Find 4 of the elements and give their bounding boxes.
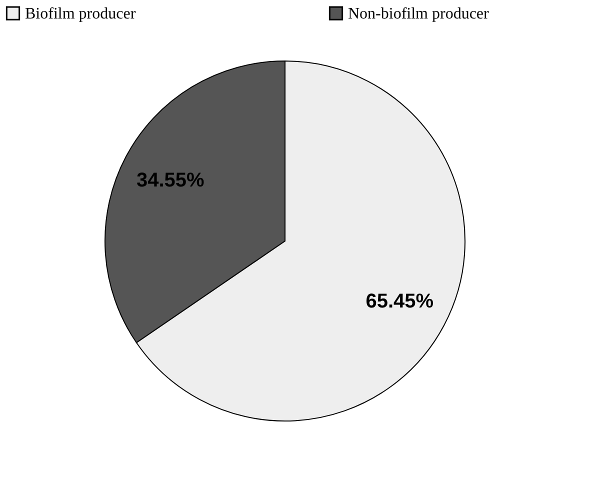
data-label: 34.55% <box>136 170 204 192</box>
data-label: 65.45% <box>366 290 434 312</box>
legend-label: Biofilm producer <box>25 5 136 22</box>
legend-label: Non-biofilm producer <box>348 5 490 22</box>
